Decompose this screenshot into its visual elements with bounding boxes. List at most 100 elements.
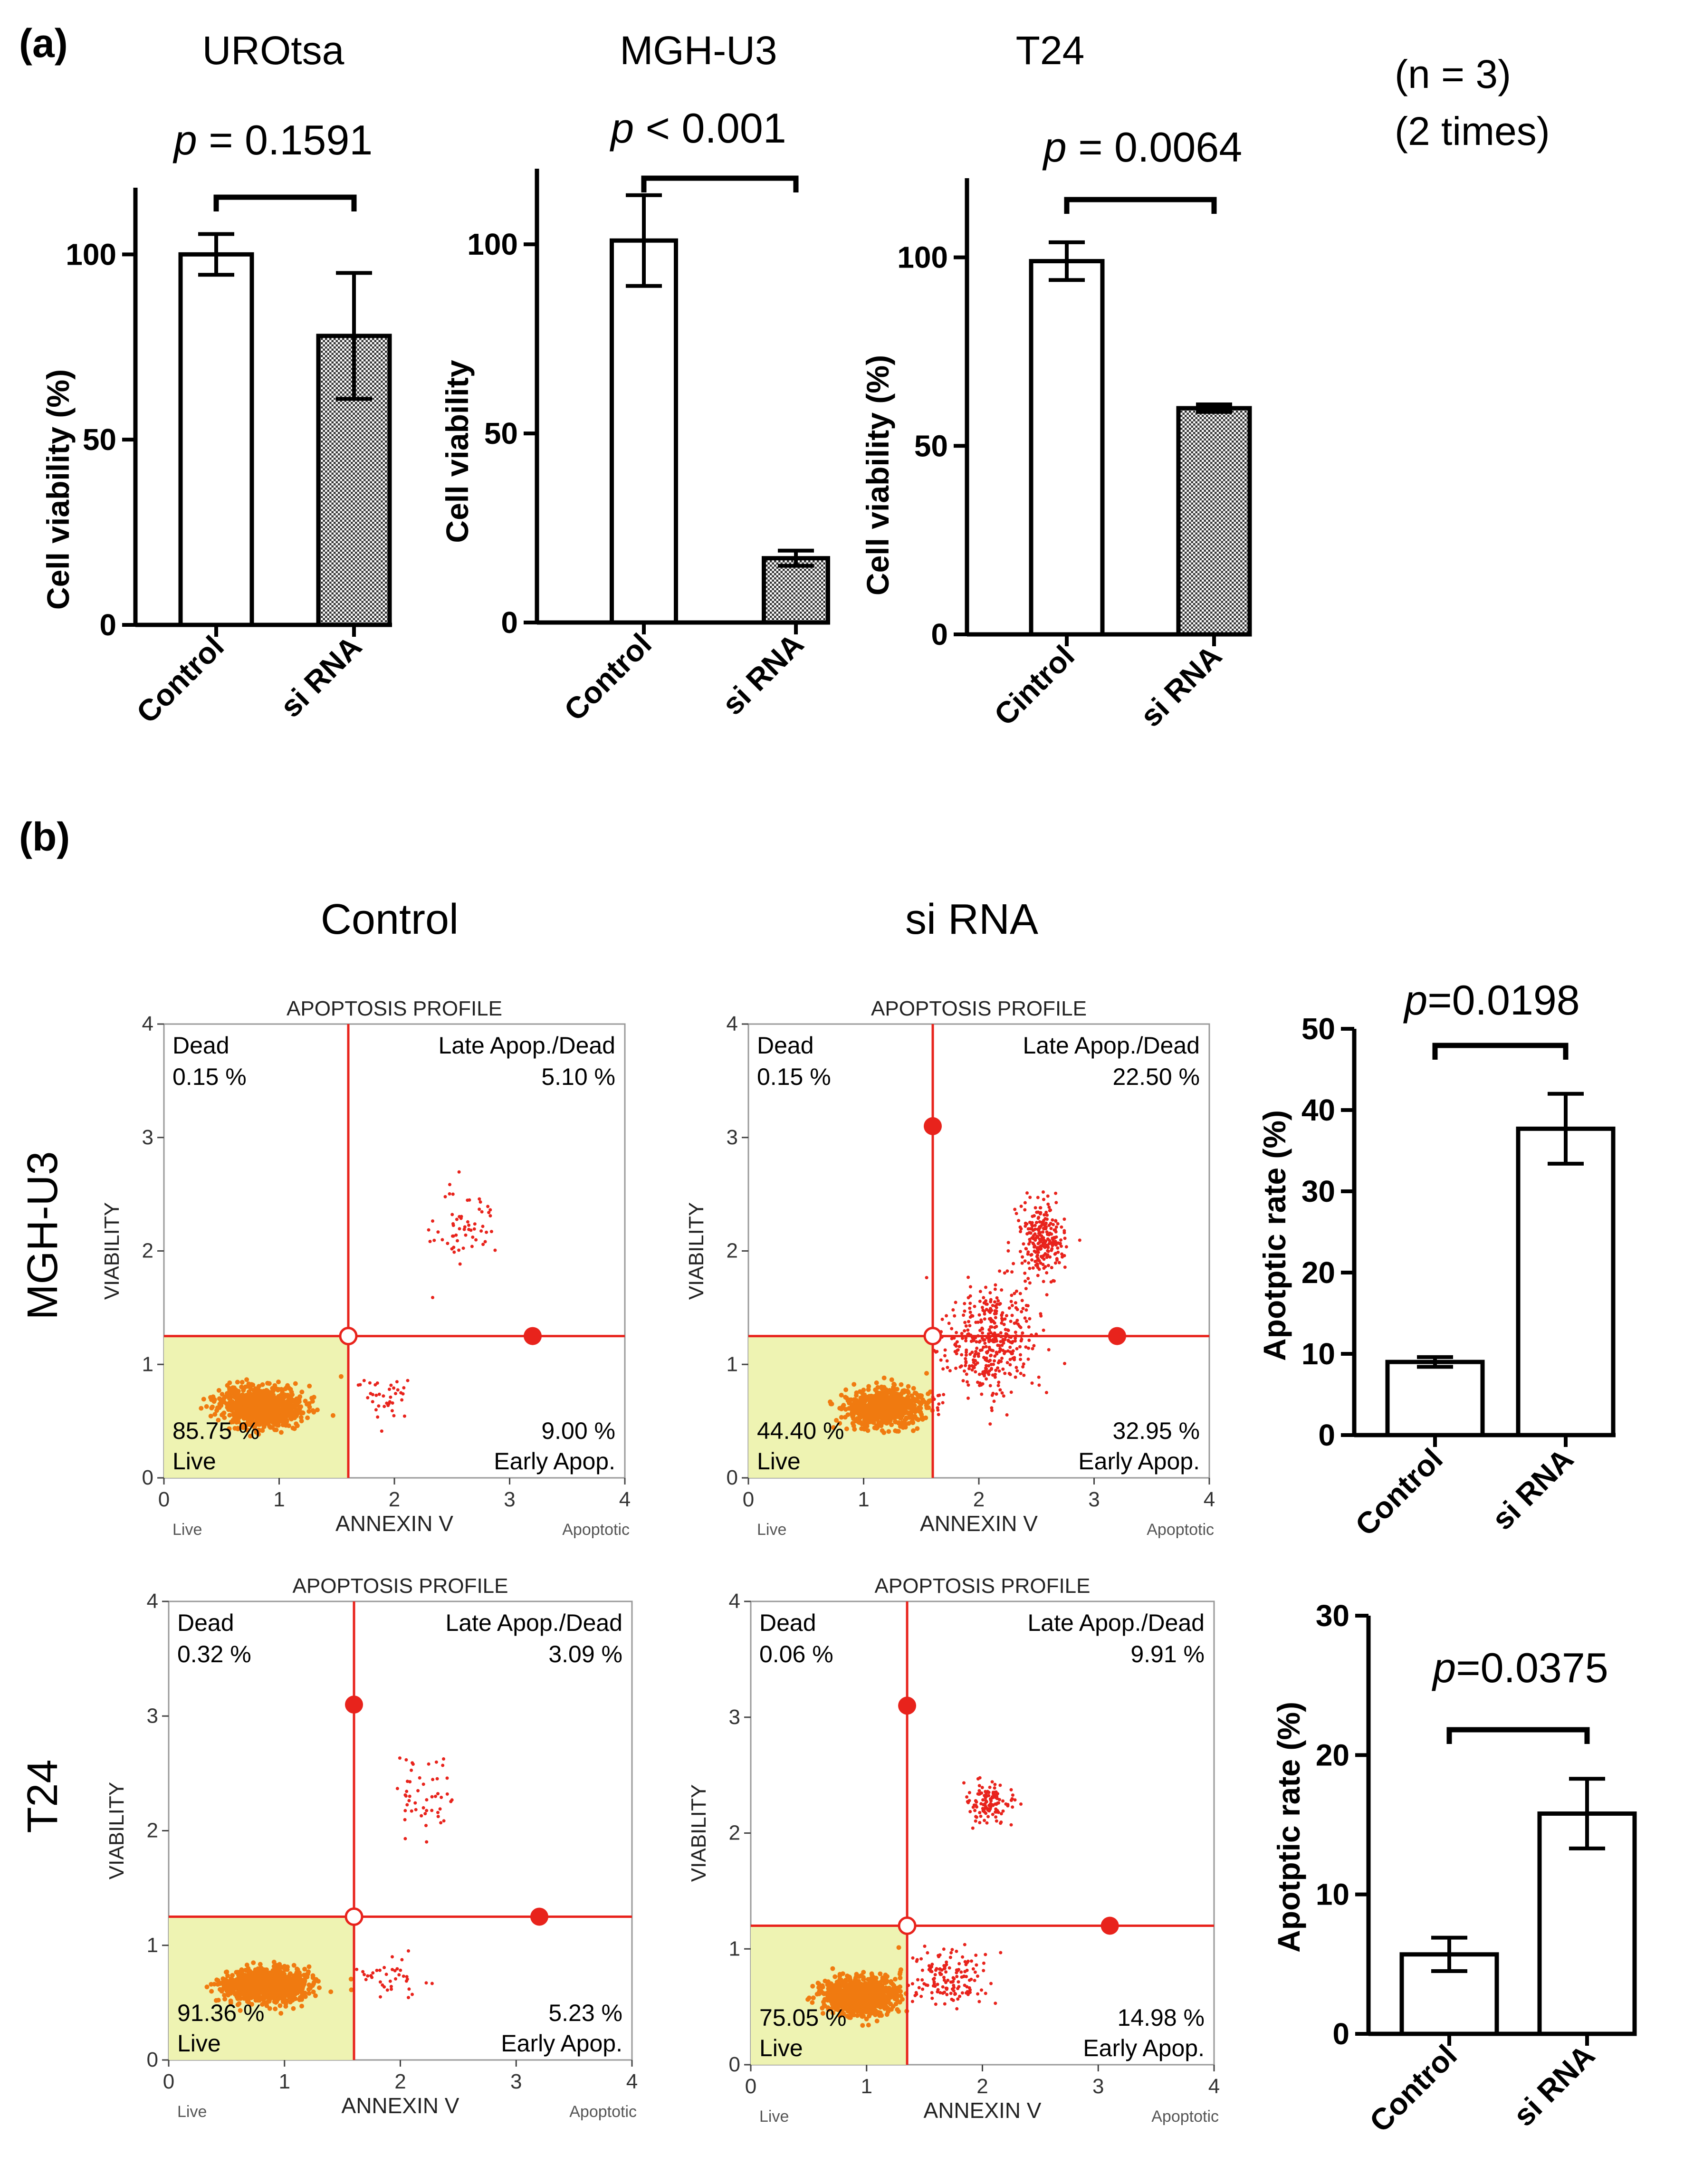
event-dot [274,1999,279,2004]
event-dot [260,1428,265,1433]
event-dot [1032,1234,1035,1237]
event-dot [248,1969,253,1974]
event-dot [849,1402,854,1407]
event-dot [368,1381,372,1385]
event-dot [299,1418,304,1424]
event-dot [1024,1319,1028,1323]
event-dot [217,1401,222,1407]
event-dot [267,2006,272,2011]
event-dot [199,1406,204,1411]
event-dot [981,1382,985,1386]
quadrant-late-label: Late Apop./Dead [445,1609,622,1636]
event-dot [306,1964,312,1969]
event-dot [962,1313,966,1317]
event-dot [945,1314,948,1318]
event-dot [1030,1223,1033,1226]
event-dot [990,1367,993,1370]
event-dot [841,1403,846,1408]
event-dot [483,1240,487,1244]
event-dot [208,1414,213,1418]
event-dot [209,1406,214,1411]
event-dot [923,1945,927,1948]
event-dot [1054,1191,1058,1195]
event-dot [861,2001,866,2006]
event-dot [984,1366,987,1370]
event-dot [1048,1231,1052,1235]
event-dot [913,1993,917,1997]
x-tick-label: 1 [861,2075,872,2098]
event-dot [966,1328,970,1332]
event-dot [851,1993,856,1998]
event-dot [348,1976,354,1982]
event-dot [1078,1238,1081,1242]
event-dot [867,1987,872,1992]
event-dot [430,1982,434,1985]
event-dot [866,1394,871,1399]
event-dot [973,1979,976,1983]
x-tick-label: 0 [745,2075,756,2098]
y-tick-label: 3 [729,1705,740,1729]
event-dot [971,1967,975,1971]
event-dot [1049,1280,1053,1284]
event-dot [957,1962,961,1965]
event-dot [1062,1231,1066,1235]
event-dot [402,1974,405,1978]
event-dot [852,1382,857,1387]
y-tick-label: 30 [1301,1174,1335,1208]
event-dot [1056,1222,1060,1226]
event-dot [1015,1347,1019,1351]
event-dot [989,1325,993,1329]
event-dot [941,1985,945,1989]
event-dot [975,1800,978,1804]
event-dot [413,1801,417,1805]
event-dot [478,1197,481,1201]
event-dot [985,1364,988,1368]
event-dot [271,1973,277,1978]
event-dot [828,1401,833,1407]
quadrant-live-label: Live [172,1448,216,1475]
event-dot [1063,1265,1067,1269]
event-dot [461,1246,465,1250]
event-dot [997,1798,1001,1801]
event-dot [945,1992,949,1996]
event-dot [388,1388,391,1391]
event-dot [245,1427,250,1433]
event-dot [811,1995,816,2001]
event-dot [371,1971,375,1975]
quadrant-early-value: 5.23 % [548,2000,622,2026]
event-dot [996,1299,1000,1303]
event-dot [1053,1261,1057,1265]
event-dot [969,1977,973,1981]
event-dot [395,1380,399,1384]
event-dot [953,1350,957,1353]
event-dot [900,1400,906,1405]
event-dot [1001,1349,1005,1352]
event-dot [893,1404,899,1409]
event-dot [859,1426,864,1431]
event-dot [863,1981,868,1986]
quadrant-early-value: 14.98 % [1118,2004,1205,2031]
event-dot [458,1227,461,1231]
gate-handle [898,1696,917,1715]
event-dot [270,1981,276,1986]
event-dot [1051,1244,1054,1247]
event-dot [255,1390,260,1395]
event-dot [1024,1221,1027,1225]
event-dot [1044,1221,1048,1225]
event-dot [410,1809,413,1813]
category-label: Control [1363,2038,1464,2139]
event-dot [1047,1206,1051,1209]
event-dot [1019,1371,1023,1375]
event-dot [937,1413,940,1417]
event-dot [850,2006,855,2012]
event-dot [988,1359,992,1362]
event-dot [1021,1255,1024,1259]
event-dot [987,1372,991,1376]
event-dot [974,1819,977,1823]
event-dot [440,1795,443,1799]
event-dot [273,2006,278,2012]
event-dot [452,1250,456,1254]
event-dot [910,2000,914,2003]
event-dot [1010,1293,1014,1297]
